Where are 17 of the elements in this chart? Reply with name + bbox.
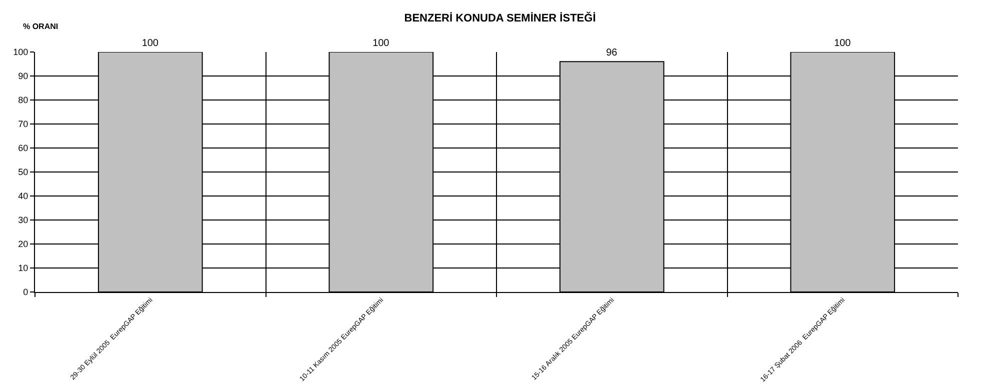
data-label: 96 <box>606 48 618 59</box>
y-tick-label: 90 <box>18 71 28 82</box>
y-axis-title: % ORANI <box>23 22 58 31</box>
data-label: 100 <box>142 38 159 49</box>
y-tick-label: 30 <box>18 215 28 226</box>
y-tick-label: 100 <box>13 47 28 58</box>
y-tick-label: 10 <box>18 263 28 274</box>
y-tick-label: 80 <box>18 95 28 106</box>
y-tick-label: 70 <box>18 119 28 130</box>
y-tick-label: 40 <box>18 191 28 202</box>
y-tick-label: 60 <box>18 143 28 154</box>
y-tick-label: 0 <box>23 287 28 298</box>
data-label: 100 <box>372 38 390 49</box>
chart-title: BENZERİ KONUDA SEMİNER İSTEĞİ <box>404 11 596 24</box>
y-tick-label: 50 <box>18 167 28 178</box>
y-tick-label: 20 <box>18 239 28 250</box>
data-label: 100 <box>834 38 852 49</box>
